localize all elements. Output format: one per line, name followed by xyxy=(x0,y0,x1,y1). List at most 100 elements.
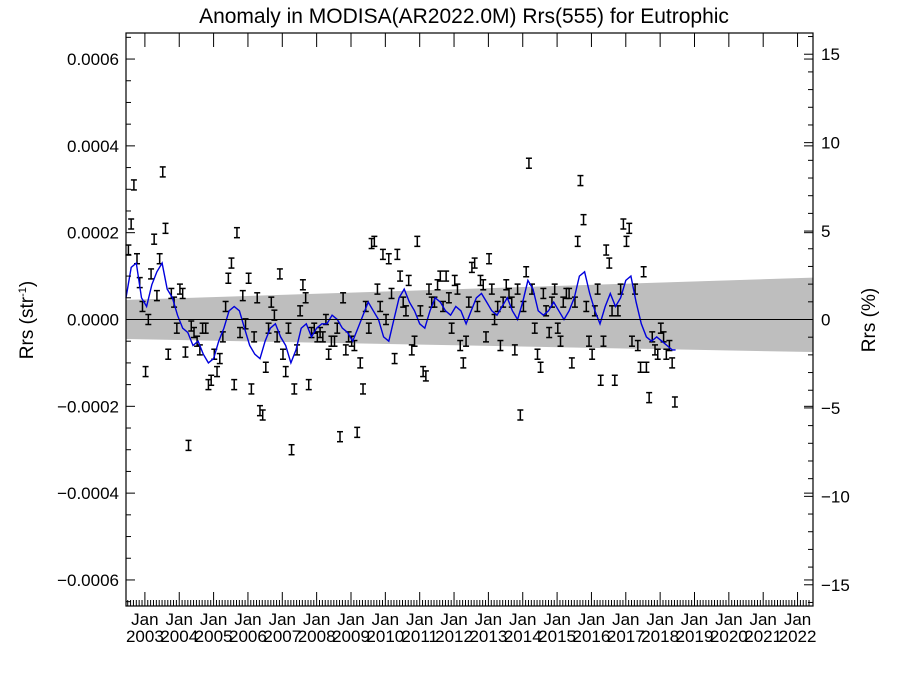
x-axis: Jan2003Jan2004Jan2005Jan2006Jan2007Jan20… xyxy=(126,33,816,646)
anomaly-point xyxy=(443,270,450,282)
right-tick-label: −10 xyxy=(821,487,850,506)
right-tick-label: 5 xyxy=(821,222,830,241)
anomaly-point xyxy=(411,335,418,347)
x-year-label: 2007 xyxy=(263,627,301,646)
x-month-label: Jan xyxy=(166,610,193,629)
anomaly-point xyxy=(511,344,518,356)
anomaly-point xyxy=(603,244,610,256)
anomaly-point xyxy=(540,287,547,300)
anomaly-point xyxy=(340,292,347,304)
anomaly-point xyxy=(162,222,169,235)
anomaly-point xyxy=(242,318,249,330)
anomaly-point xyxy=(208,374,215,387)
anomaly-point xyxy=(302,292,309,304)
x-year-label: 2009 xyxy=(332,627,370,646)
anomaly-point xyxy=(666,339,673,352)
anomaly-point xyxy=(597,374,604,387)
anomaly-point xyxy=(222,300,229,313)
anomaly-point xyxy=(133,252,140,265)
anomaly-point xyxy=(543,305,550,317)
x-month-label: Jan xyxy=(681,610,708,629)
anomaly-point xyxy=(182,346,189,358)
anomaly-point xyxy=(397,270,404,282)
anomaly-point xyxy=(531,322,538,334)
anomaly-point xyxy=(583,300,590,313)
anomaly-point xyxy=(191,326,198,339)
anomaly-point xyxy=(388,287,395,300)
anomaly-point xyxy=(482,331,489,343)
x-month-label: Jan xyxy=(612,610,639,629)
anomaly-point xyxy=(617,283,624,295)
anomaly-point xyxy=(560,296,567,308)
anomaly-point xyxy=(297,305,304,317)
right-tick-label: 0 xyxy=(821,311,830,330)
right-tick-label: −5 xyxy=(821,399,840,418)
anomaly-point xyxy=(185,439,192,452)
x-year-label: 2003 xyxy=(126,627,164,646)
anomaly-point xyxy=(139,300,146,313)
anomaly-point xyxy=(646,391,653,404)
x-year-label: 2020 xyxy=(710,627,748,646)
x-month-label: Jan xyxy=(372,610,399,629)
anomaly-point xyxy=(534,348,541,360)
x-year-label: 2019 xyxy=(676,627,714,646)
left-y-axis: −0.0006 −0.0004 −0.0002 0.0000 0.0002 0.0004 0… xyxy=(57,36,813,603)
left-y-axis-label-main: Rrs (str xyxy=(17,296,38,359)
x-year-label: 2005 xyxy=(195,627,233,646)
x-month-label: Jan xyxy=(646,610,673,629)
anomaly-point xyxy=(537,361,544,373)
left-tick-label: −0.0004 xyxy=(57,484,119,503)
anomaly-point xyxy=(130,179,137,191)
x-month-label: Jan xyxy=(337,610,364,629)
anomaly-point xyxy=(589,348,596,360)
anomaly-point xyxy=(173,322,180,334)
anomaly-point xyxy=(291,383,298,395)
anomaly-point xyxy=(460,357,467,369)
anomaly-point xyxy=(445,292,452,304)
anomaly-point xyxy=(643,361,650,373)
anomaly-point xyxy=(216,352,223,365)
anomaly-point xyxy=(580,213,587,226)
anomaly-point xyxy=(654,348,661,360)
x-month-label: Jan xyxy=(200,610,227,629)
anomaly-point xyxy=(271,309,278,321)
x-year-label: 2021 xyxy=(744,627,782,646)
anomaly-point xyxy=(448,322,455,334)
anomaly-point xyxy=(268,296,275,308)
x-year-label: 2011 xyxy=(401,627,438,646)
anomaly-point xyxy=(148,268,155,280)
anomaly-point xyxy=(379,248,386,261)
anomaly-point xyxy=(394,248,401,261)
x-year-label: 2010 xyxy=(366,627,404,646)
anomaly-point xyxy=(319,331,326,343)
x-month-label: Jan xyxy=(784,610,811,629)
anomaly-point xyxy=(153,289,160,302)
anomaly-point xyxy=(628,335,635,347)
anomaly-point xyxy=(276,268,283,280)
anomaly-point xyxy=(634,339,641,352)
anomaly-point xyxy=(480,279,487,291)
anomaly-point xyxy=(245,272,252,285)
left-tick-label: 0.0000 xyxy=(67,311,119,330)
left-tick-label: 0.0004 xyxy=(67,137,119,156)
anomaly-point xyxy=(237,326,244,339)
anomaly-point xyxy=(233,226,240,239)
anomaly-point xyxy=(574,235,581,248)
anomaly-point xyxy=(577,174,584,187)
x-year-label: 2022 xyxy=(779,627,817,646)
anomaly-point xyxy=(251,331,258,343)
anomaly-point xyxy=(159,166,166,178)
anomaly-point xyxy=(214,365,221,378)
anomaly-point xyxy=(142,365,149,378)
x-month-label: Jan xyxy=(578,610,605,629)
anomaly-point xyxy=(606,257,613,269)
anomaly-point xyxy=(514,283,521,295)
anomaly-point xyxy=(288,443,295,456)
left-tick-label: −0.0002 xyxy=(57,397,119,416)
right-tick-label: 10 xyxy=(821,134,840,153)
right-tick-label: 15 xyxy=(821,45,840,64)
anomaly-point xyxy=(551,283,558,295)
right-y-axis: −15 −10 −5 0 5 10 15 xyxy=(804,36,850,603)
anomaly-points xyxy=(125,157,678,456)
anomaly-point xyxy=(669,357,676,369)
